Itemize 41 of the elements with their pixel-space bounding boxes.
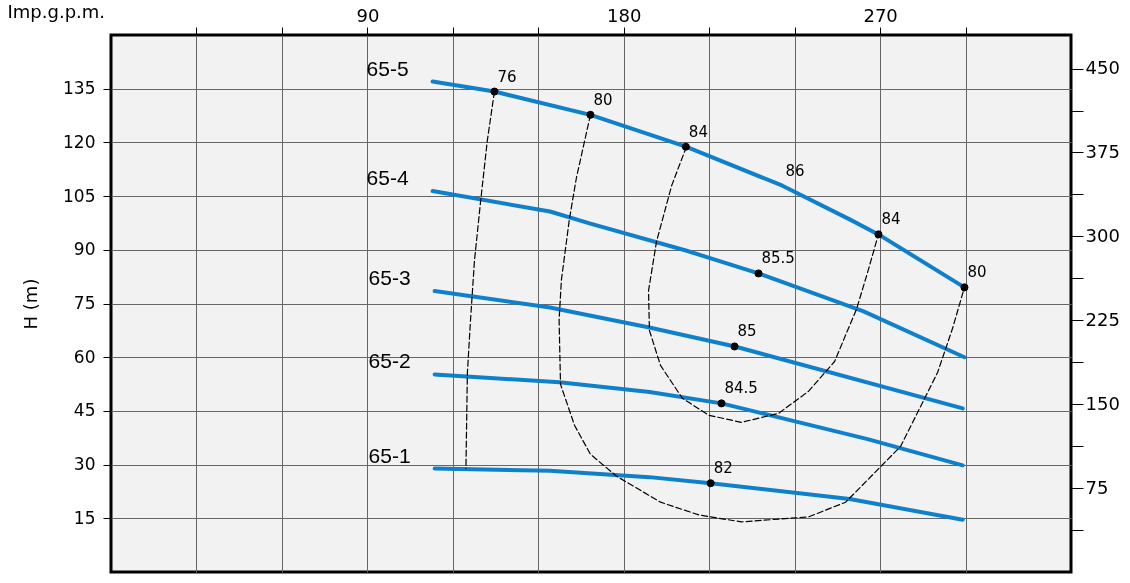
y2-tick-label: 450 (1085, 57, 1120, 79)
y2-tick-label: 225 (1085, 308, 1120, 330)
point (717, 399, 726, 408)
annotation: 76 (497, 67, 517, 86)
y-tick-label: 30 (73, 454, 96, 475)
series-label: 65-3 (368, 265, 411, 289)
line-series (430, 189, 967, 360)
point (730, 342, 739, 351)
y-tick-label: 15 (73, 507, 96, 528)
annotation: 84 (688, 122, 708, 141)
y2-tick-label: 300 (1085, 224, 1120, 246)
y2-tick-label: 150 (1085, 392, 1120, 414)
point (586, 110, 595, 119)
annotation: 84 (881, 210, 901, 229)
point (681, 142, 690, 151)
annotation: 85.5 (761, 249, 795, 268)
point (754, 269, 763, 278)
series-label: 65-1 (368, 443, 411, 467)
annotation: 80 (593, 90, 613, 109)
annotation: 84.5 (724, 379, 758, 398)
point (874, 230, 883, 239)
y-tick-label: 105 (63, 185, 96, 206)
x-tick-label: 270 (863, 4, 898, 26)
y-tick-label: 45 (73, 400, 96, 421)
annotation: 85 (737, 322, 757, 341)
y-tick-label: 75 (73, 293, 96, 313)
x-tick-label: 180 (607, 4, 642, 26)
point (960, 283, 969, 292)
annotation: 80 (967, 263, 987, 282)
x-axis-title: Imp.g.p.m. (7, 0, 106, 22)
y-axis-title: H (m) (20, 278, 42, 330)
point (490, 87, 499, 96)
x-tick-label: 90 (356, 4, 380, 26)
y2-tick-label: 75 (1085, 476, 1109, 498)
y-tick-label: 135 (63, 78, 96, 99)
line-series (432, 288, 965, 411)
point (706, 479, 715, 488)
y-tick-label: 60 (73, 346, 96, 367)
y2-tick-label: 375 (1085, 140, 1120, 162)
y-tick-label: 90 (73, 239, 96, 260)
y-tick-label: 120 (63, 131, 96, 152)
